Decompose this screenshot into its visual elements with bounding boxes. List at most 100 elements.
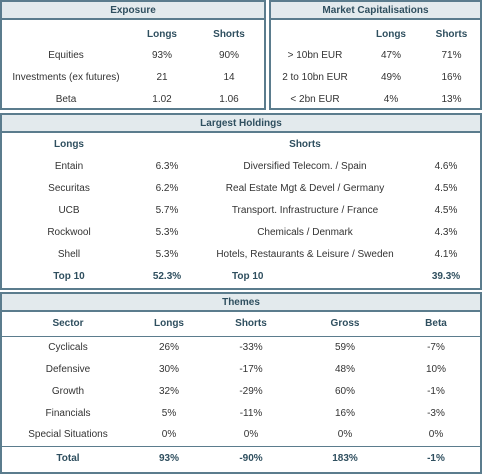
theme-sector: Cyclicals xyxy=(48,341,88,353)
market-cap-label: > 10bn EUR xyxy=(287,49,343,61)
exposure-label: Beta xyxy=(55,93,77,105)
table-row: 2 to 10bn EUR 49% 16% xyxy=(271,66,480,88)
market-cap-shorts: 16% xyxy=(441,71,462,83)
exposure-shorts: 14 xyxy=(223,71,235,83)
market-cap-table: Longs Shorts > 10bn EUR 47% 71% 2 to 10b… xyxy=(271,20,480,110)
long-holding-name: Securitas xyxy=(48,182,90,194)
long-holding-name: UCB xyxy=(58,204,80,216)
theme-gross: 48% xyxy=(334,363,355,375)
holdings-table: Longs Shorts Entain 6.3% Diversified Tel… xyxy=(2,133,480,287)
theme-beta: -7% xyxy=(427,341,445,353)
market-cap-shorts: 13% xyxy=(441,93,462,105)
table-row: Investments (ex futures) 21 14 xyxy=(2,66,264,88)
exposure-panel: Exposure Longs Shorts Equities 93% 90% I… xyxy=(0,0,266,110)
theme-total-shorts: -90% xyxy=(204,445,298,470)
theme-longs: 32% xyxy=(158,385,179,397)
table-row: Financials 5% -11% 16% -3% xyxy=(2,402,480,424)
long-holding-name: Shell xyxy=(57,248,81,260)
short-holding-name: Chemicals / Denmark xyxy=(257,226,353,238)
long-holding-name: Entain xyxy=(54,160,84,172)
market-cap-label: 2 to 10bn EUR xyxy=(282,71,348,83)
market-cap-header-row: Longs Shorts xyxy=(271,20,480,44)
short-holding-pct: 4.5% xyxy=(434,204,458,216)
long-holding-pct: 6.2% xyxy=(155,182,179,194)
themes-header-longs: Longs xyxy=(134,312,204,337)
exposure-longs: 1.02 xyxy=(152,93,172,105)
theme-longs: 5% xyxy=(161,407,177,419)
theme-shorts: -11% xyxy=(239,407,263,419)
exposure-title: Exposure xyxy=(2,2,264,20)
market-cap-header-longs: Longs xyxy=(376,28,406,40)
exposure-header-row: Longs Shorts xyxy=(2,20,264,44)
holdings-header-blank xyxy=(136,133,198,155)
theme-beta: -1% xyxy=(427,385,445,397)
long-holding-pct: 5.3% xyxy=(155,226,179,238)
theme-longs: 26% xyxy=(158,341,179,353)
market-cap-longs: 47% xyxy=(380,49,401,61)
table-row: Defensive 30% -17% 48% 10% xyxy=(2,358,480,380)
exposure-shorts: 1.06 xyxy=(219,93,239,105)
theme-total-longs: 93% xyxy=(134,445,204,470)
table-row: Shell 5.3% Hotels, Restaurants & Leisure… xyxy=(2,243,480,265)
theme-sector: Financials xyxy=(45,407,91,419)
exposure-shorts: 90% xyxy=(218,49,239,61)
theme-gross: 0% xyxy=(337,429,353,441)
table-row: Entain 6.3% Diversified Telecom. / Spain… xyxy=(2,155,480,177)
long-holding-pct: 6.3% xyxy=(155,160,179,172)
table-row: Securitas 6.2% Real Estate Mgt & Devel /… xyxy=(2,177,480,199)
theme-shorts: -29% xyxy=(239,385,263,397)
holdings-header-longs: Longs xyxy=(54,138,84,150)
exposure-header-shorts: Shorts xyxy=(213,28,245,40)
theme-shorts: -33% xyxy=(239,341,263,353)
market-cap-panel: Market Capitalisations Longs Shorts > 10… xyxy=(269,0,482,110)
table-row: Equities 93% 90% xyxy=(2,44,264,66)
largest-holdings-panel: Largest Holdings Longs Shorts Entain 6.3… xyxy=(0,113,482,290)
holdings-title: Largest Holdings xyxy=(2,115,480,133)
theme-longs: 0% xyxy=(161,429,177,441)
theme-gross: 60% xyxy=(334,385,355,397)
holdings-header-shorts: Shorts xyxy=(289,138,321,150)
theme-gross: 16% xyxy=(334,407,355,419)
short-top10-pct: 39.3% xyxy=(431,270,461,282)
table-row: UCB 5.7% Transport. Infrastructure / Fra… xyxy=(2,199,480,221)
table-row: < 2bn EUR 4% 13% xyxy=(271,88,480,110)
market-cap-longs: 49% xyxy=(380,71,401,83)
short-holding-pct: 4.1% xyxy=(434,248,458,260)
long-holding-pct: 5.3% xyxy=(155,248,179,260)
exposure-label: Equities xyxy=(48,49,84,61)
holdings-header-row: Longs Shorts xyxy=(2,133,480,155)
theme-shorts: -17% xyxy=(239,363,263,375)
exposure-label: Investments (ex futures) xyxy=(12,71,120,83)
holdings-header-blank xyxy=(412,133,480,155)
market-cap-longs: 4% xyxy=(383,93,399,105)
short-top10-label: Top 10 xyxy=(232,270,264,282)
market-cap-header-blank xyxy=(271,20,359,44)
theme-beta: 10% xyxy=(425,363,446,375)
exposure-longs: 21 xyxy=(156,71,168,83)
themes-table: Sector Longs Shorts Gross Beta Cyclicals… xyxy=(2,312,480,470)
short-holding-pct: 4.5% xyxy=(434,182,458,194)
theme-beta: -3% xyxy=(427,407,445,419)
themes-header-beta: Beta xyxy=(392,312,480,337)
market-cap-label: < 2bn EUR xyxy=(290,93,340,105)
short-holding-name: Diversified Telecom. / Spain xyxy=(243,160,367,172)
long-top10-label: Top 10 xyxy=(53,270,85,282)
market-cap-title: Market Capitalisations xyxy=(271,2,480,20)
theme-shorts: 0% xyxy=(243,429,259,441)
theme-total-gross: 183% xyxy=(298,445,392,470)
market-cap-header-shorts: Shorts xyxy=(435,28,468,40)
themes-header-row: Sector Longs Shorts Gross Beta xyxy=(2,312,480,337)
theme-total-beta: -1% xyxy=(392,445,480,470)
long-holding-pct: 5.7% xyxy=(155,204,179,216)
table-row: Special Situations 0% 0% 0% 0% xyxy=(2,424,480,446)
table-row: Cyclicals 26% -33% 59% -7% xyxy=(2,336,480,358)
table-row: Beta 1.02 1.06 xyxy=(2,88,264,110)
theme-sector: Growth xyxy=(51,385,85,397)
themes-total-row: Total 93% -90% 183% -1% xyxy=(2,445,480,470)
short-holding-pct: 4.3% xyxy=(434,226,458,238)
short-holding-name: Transport. Infrastructure / France xyxy=(231,204,379,216)
theme-longs: 30% xyxy=(158,363,179,375)
long-top10-pct: 52.3% xyxy=(152,270,182,282)
themes-header-sector: Sector xyxy=(2,312,134,337)
exposure-header-blank xyxy=(2,20,130,44)
